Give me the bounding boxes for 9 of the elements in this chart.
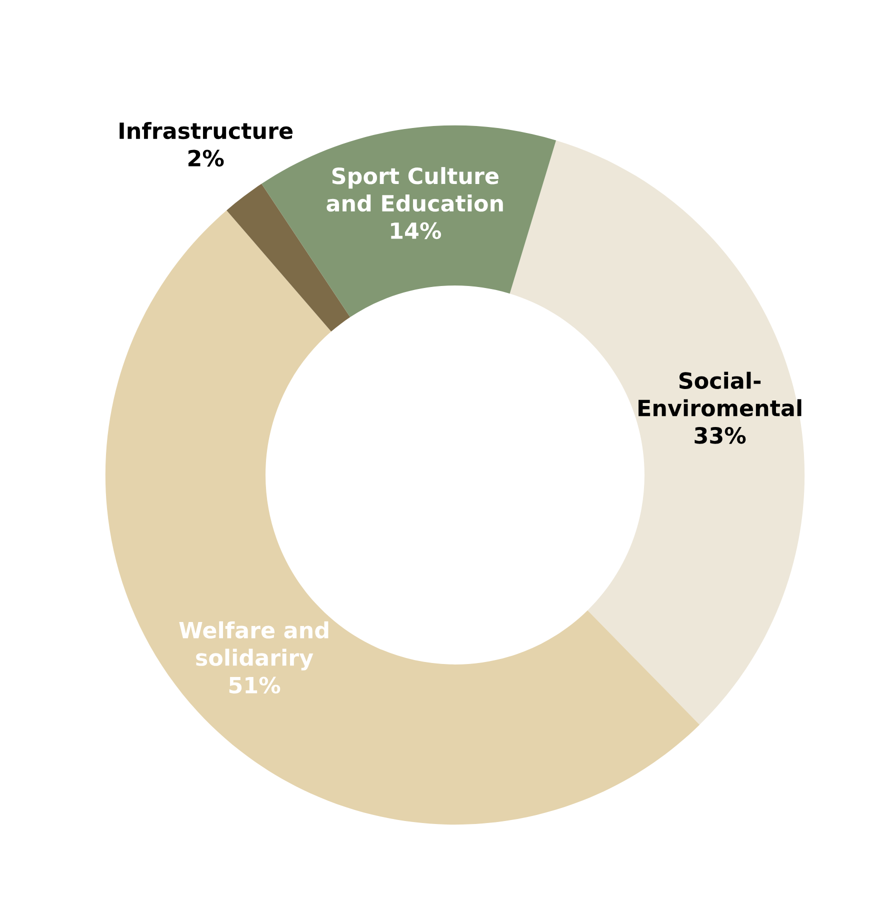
slice-label: Social- Enviromental xyxy=(638,372,802,416)
data-label: 51% xyxy=(229,676,280,694)
data-label: 33% xyxy=(694,427,746,444)
slice-label: Sport Culture and Education xyxy=(326,167,503,212)
slice-label: Infrastructure xyxy=(120,122,293,140)
data-label: 14% xyxy=(391,222,442,240)
data-label: 2% xyxy=(188,150,224,167)
slice-label: Welfare and solidariry xyxy=(179,621,328,670)
donut-slice xyxy=(510,140,805,725)
